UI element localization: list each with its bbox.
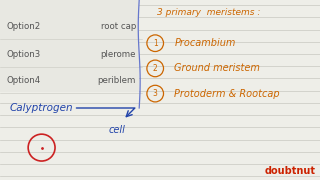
Text: 2: 2 [153,64,157,73]
Text: 3 primary  meristems :: 3 primary meristems : [157,8,260,17]
Text: Procambium: Procambium [174,38,236,48]
Text: cell: cell [108,125,125,135]
Text: 3: 3 [153,89,158,98]
Text: Option3: Option3 [6,50,41,59]
Text: Calyptrogen: Calyptrogen [10,103,73,113]
Text: periblem: periblem [98,76,136,85]
Text: Option2: Option2 [6,22,41,31]
Text: doubtnut: doubtnut [264,166,315,176]
Text: Ground meristem: Ground meristem [174,63,260,73]
FancyBboxPatch shape [0,0,139,92]
Text: plerome: plerome [100,50,136,59]
Text: Option4: Option4 [6,76,41,85]
Text: Protoderm & Rootcap: Protoderm & Rootcap [174,89,280,99]
Text: root cap: root cap [100,22,136,31]
Text: 1: 1 [153,39,157,48]
